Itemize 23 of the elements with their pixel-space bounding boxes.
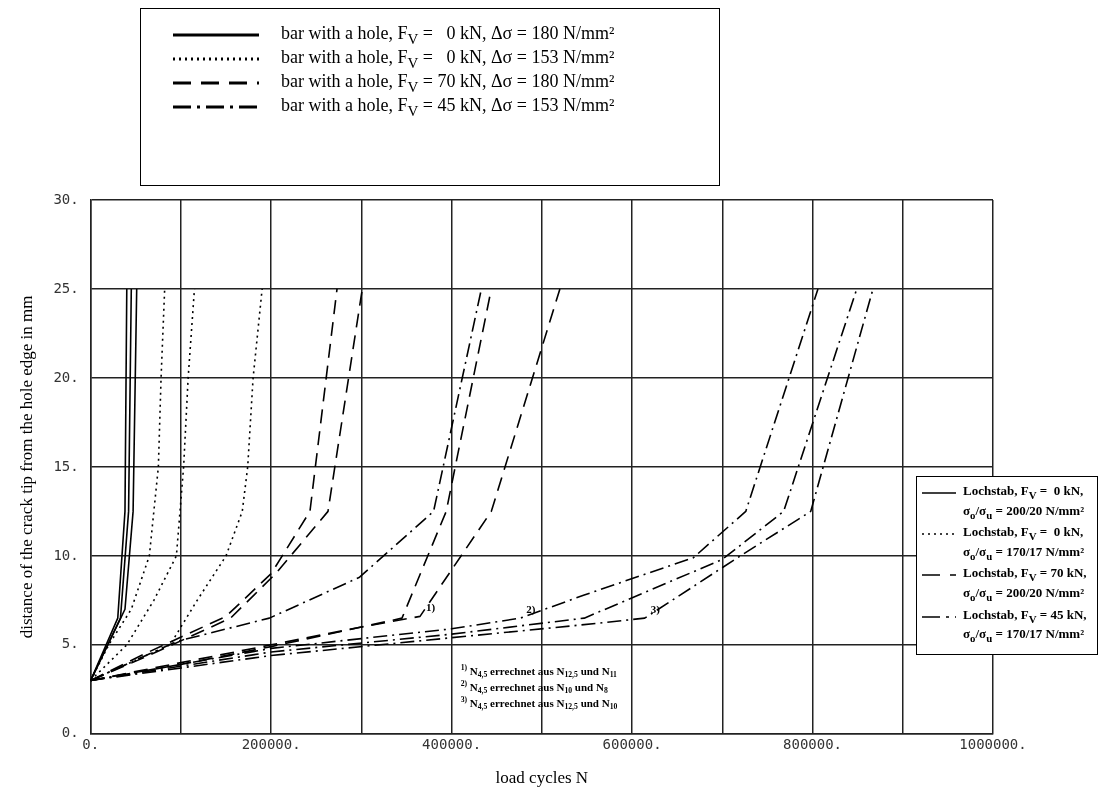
y-tick-label: 25. [53, 279, 79, 296]
y-tick-label: 15. [53, 457, 79, 474]
annotation: 2) [526, 602, 536, 616]
y-tick-label: 0. [61, 724, 79, 741]
annotation: 3) [650, 602, 661, 616]
x-tick-label: 600000. [602, 735, 662, 752]
legend-panel: Lochstab, F$_{V}$ = 0 kN, σ$_{o}$/σ$_{u}$ = 200/20 N/mm² Lochstab, F$_{V}$ = 0 kN, σ$_{o}$/σ$_{u}$ = 170/17 N/mm² Lochstab, F$_{V}$ = 70 kN, σ$_{o}$/σ$_{u}$ = 200/20 N/mm² Lochstab, F$_{V}$ = 45 kN, σ$_{o}$/σ$_{u}$ = 170/17 N/mm² [916, 476, 1098, 655]
x-tick-label: 400000. [422, 735, 482, 752]
y-tick-label: 5. [61, 635, 79, 652]
x-axis-title: load cycles N [495, 768, 589, 788]
y-tick-label: 10. [53, 546, 79, 563]
y-tick-label: 30. [53, 190, 79, 207]
y-axis-title: distance of the crack tip from the hole edge in mm [16, 295, 36, 639]
legend-label: bar with a hole, F$_{V}$ = 0 kN, Δσ = 153 N/mm² [281, 46, 615, 72]
x-tick-label: 1000000. [959, 735, 1027, 752]
legend-label: bar with a hole, F$_{V}$ = 70 kN, Δσ = 180 N/mm² [281, 70, 615, 96]
y-tick-label: 20. [53, 368, 79, 385]
x-tick-label: 200000. [241, 735, 301, 752]
x-tick-label: 0. [82, 735, 100, 752]
x-tick-label: 800000. [783, 735, 843, 752]
annotation: 1) [426, 601, 436, 615]
legend-label: bar with a hole, F$_{V}$ = 0 kN, Δσ = 180 N/mm² [281, 22, 615, 48]
legend-label: bar with a hole, F$_{V}$ = 45 kN, Δσ = 153 N/mm² [281, 94, 615, 120]
